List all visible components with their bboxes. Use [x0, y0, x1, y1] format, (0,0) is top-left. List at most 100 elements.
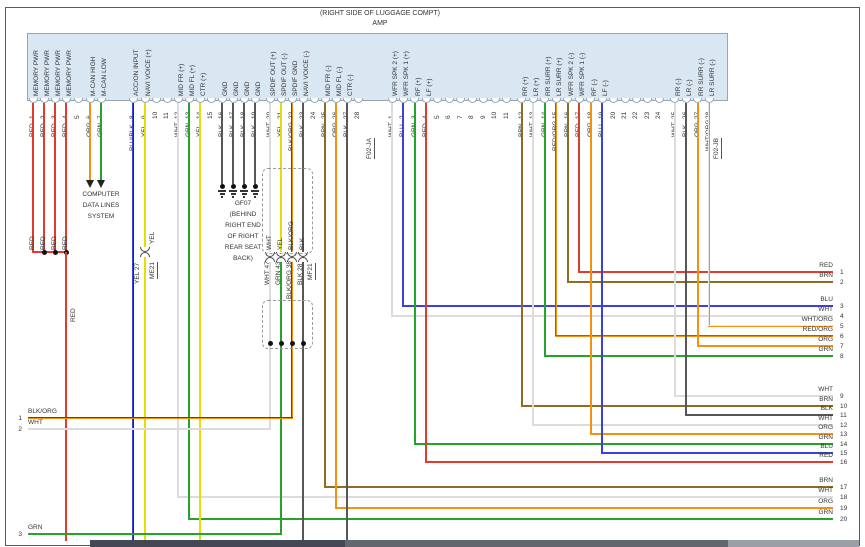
splice-icon — [265, 257, 275, 262]
pin-number-ja-pin24: 24 — [310, 111, 317, 119]
circuit-number-right-7: 7 — [840, 343, 844, 350]
wire-right-circuit-12 — [532, 424, 833, 426]
pin-number-jb-pin8: 8 — [468, 115, 476, 119]
circuit-label-right-1: RED — [819, 262, 833, 269]
circuit-number-right-5: 5 — [840, 323, 844, 330]
wire-ja-pin27 — [346, 103, 348, 541]
wire-ja-pin22 — [291, 103, 293, 252]
splice-icon — [276, 257, 286, 262]
splice-above-label: YEL — [149, 231, 156, 244]
circuit-label-left-2: WHT — [28, 419, 43, 426]
next-section-bar — [728, 540, 859, 547]
pin-notch-ja-pin20 — [265, 98, 275, 103]
wire-ja-pin14 — [199, 103, 201, 541]
pin-notch-jb-pin6 — [444, 98, 454, 103]
wire-right-circuit-13 — [589, 433, 833, 435]
ground-icon — [221, 196, 223, 198]
circuit-number-right-15: 15 — [840, 450, 848, 457]
pin-label-jb-pin1: WFR SPK 2 (+) — [392, 51, 399, 96]
ground-icon — [243, 196, 245, 198]
pin-notch-jb-pin24 — [654, 98, 664, 103]
wire-ja-pin8 — [132, 103, 134, 541]
pin-label-ja-pin4: MEMORY PWR — [66, 50, 73, 96]
wire-right-circuit-4 — [391, 315, 833, 317]
system-arrow-icon — [97, 180, 105, 188]
wire-ja-pin25 — [324, 103, 326, 488]
circuit-label-right-5: WHT/ORG — [801, 316, 833, 323]
wire-left-circuit-2 — [28, 428, 271, 430]
pin-number-jb-pin24: 24 — [655, 111, 663, 119]
pin-label-jb-pin26: LR (-) — [686, 79, 694, 96]
pin-label-ja-pin16: GND — [222, 81, 229, 96]
wire-right-circuit-6 — [555, 335, 833, 337]
ground-icon — [254, 196, 256, 198]
ground-icon — [230, 193, 236, 195]
pin-notch-jb-pin26 — [681, 98, 691, 103]
ground-location-label: RIGHT END — [225, 222, 261, 229]
pin-number-jb-pin20: 20 — [609, 111, 617, 119]
wire-jb-pin16 — [566, 103, 569, 283]
wire-right-circuit-14 — [413, 443, 833, 445]
wire-jb-pin15 — [555, 103, 558, 337]
pin-notch-ja-pin13 — [184, 98, 194, 103]
amp-location-label: (RIGHT SIDE OF LUGGAGE COMPT) — [319, 10, 441, 17]
splice-name-me21: ME21 — [149, 261, 158, 279]
bundle-junction-dot — [278, 340, 284, 346]
wire-ja-pin1 — [32, 103, 34, 253]
wire-jb-pin28 — [708, 103, 711, 327]
circuit-label-right-12: WHT — [818, 415, 833, 422]
pin-label-jb-pin25: RR (-) — [674, 78, 682, 96]
wire-ja-pin6 — [89, 103, 91, 180]
pin-number-jb-pin23: 23 — [643, 111, 651, 119]
pin-notch-ja-pin18 — [239, 98, 249, 103]
wire-right-circuit-5 — [708, 325, 833, 327]
pin-notch-ja-pin16 — [217, 98, 227, 103]
pin-number-jb-pin7: 7 — [456, 115, 464, 119]
pin-label-jb-pin3: RF (+) — [414, 77, 422, 96]
pin-notch-ja-pin12 — [173, 98, 183, 103]
inline-connector-outline — [262, 168, 313, 254]
pin-label-jb-pin2: WFR SPK 1 (+) — [403, 51, 411, 96]
circuit-number-right-1: 1 — [840, 269, 844, 276]
circuit-label-right-8: GRN — [818, 346, 833, 353]
junction-dot — [41, 249, 47, 255]
ground-location-label: GF07 — [234, 200, 252, 207]
pin-label-ja-pin22: SPDIF GND — [292, 60, 299, 96]
pin-label-ja-pin19: GND — [255, 81, 262, 96]
pin-notch-jb-pin21 — [620, 98, 630, 103]
pin-label-ja-pin8: ACC/ON INPUT — [133, 49, 140, 96]
circuit-label-right-16: RED — [819, 452, 833, 459]
wire-jb-pin18 — [589, 103, 592, 435]
circuit-label-right-19: ORG — [818, 498, 833, 505]
ground-icon — [218, 190, 226, 192]
wire-ja-pin3 — [54, 103, 56, 252]
ground-icon — [229, 190, 237, 192]
wire-ja-pin12 — [177, 103, 179, 498]
wire-right-circuit-20 — [188, 518, 833, 520]
wire-ja-pin20-b — [269, 262, 271, 430]
circuit-number-right-10: 10 — [840, 403, 848, 410]
circuit-label-right-11: BLK — [820, 405, 833, 412]
ground-location-label: BACK) — [233, 255, 253, 262]
wire-jb-pin2 — [402, 103, 405, 307]
pin-label-ja-pin27: CTR (-) — [347, 74, 354, 96]
wire-right-circuit-9 — [673, 395, 833, 397]
pin-label-ja-pin1: MEMORY PWR — [33, 50, 40, 96]
wire-right-circuit-7 — [696, 345, 833, 347]
wire-right-circuit-19 — [335, 507, 833, 509]
computer-data-lines-label: COMPUTER — [82, 191, 120, 198]
ground-junction-dot — [230, 183, 236, 189]
pin-label-ja-pin2: MEMORY PWR — [44, 50, 51, 96]
pin-notch-ja-pin15 — [206, 98, 216, 103]
splice-name-mf21: MF21 — [307, 262, 316, 280]
ground-icon — [232, 196, 234, 198]
circuit-number-right-9: 9 — [840, 393, 844, 400]
wire-ja-pin23-b — [302, 262, 304, 541]
ground-location-label: (BEHIND — [229, 211, 257, 218]
pin-notch-ja-pin2 — [39, 98, 49, 103]
pin-label-jb-pin15: LR SURR (+) — [556, 57, 564, 96]
wire-left-circuit-3 — [28, 533, 282, 535]
circuit-number-right-8: 8 — [840, 353, 844, 360]
pin-label-ja-pin21: SPDIF OUT (-) — [281, 53, 288, 96]
amp-name-label: AMP — [372, 20, 388, 27]
